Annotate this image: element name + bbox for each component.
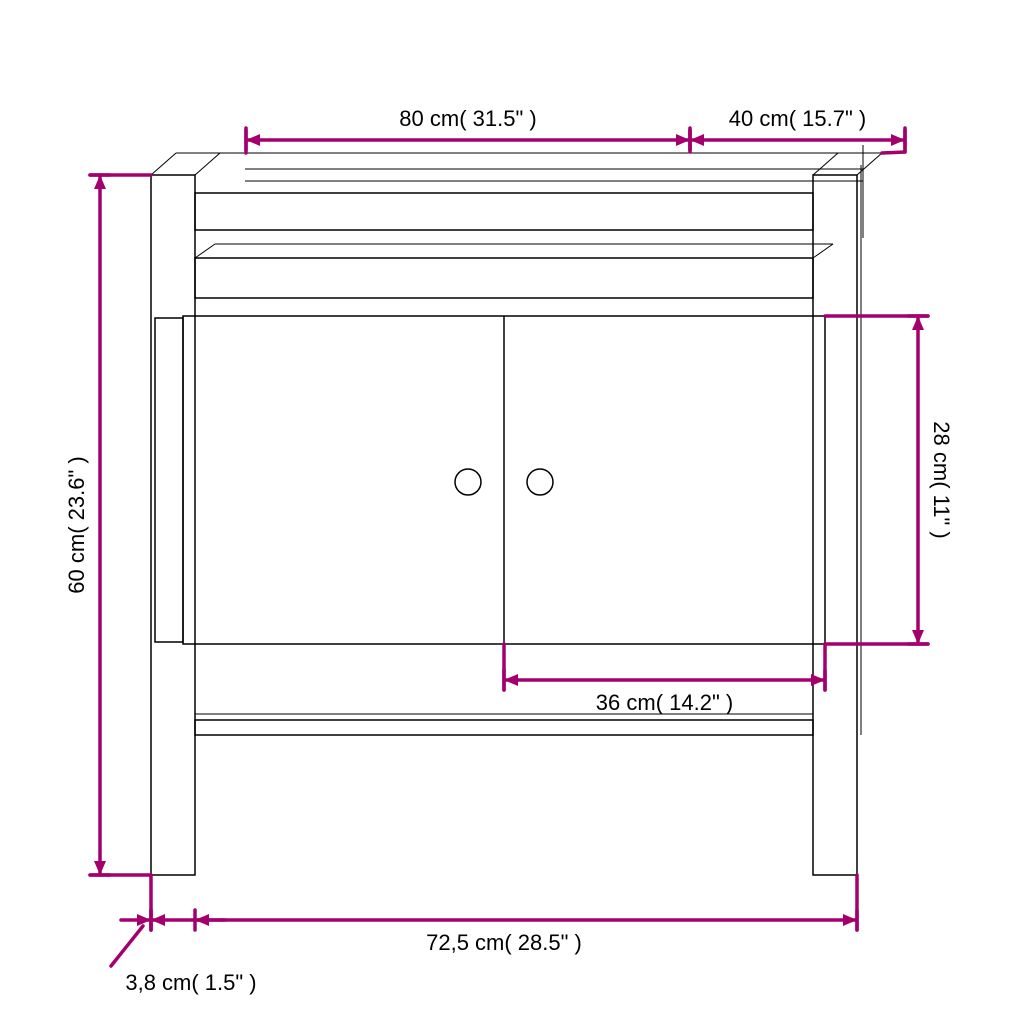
furniture-drawing	[151, 145, 882, 875]
dimension-label: 80 cm( 31.5" )	[399, 106, 536, 131]
dimension-label: 40 cm( 15.7" )	[729, 106, 866, 131]
dimension-label: 3,8 cm( 1.5" )	[125, 970, 256, 995]
dimension-label: 36 cm( 14.2" )	[596, 690, 733, 715]
dimension-label: 60 cm( 23.6" )	[64, 456, 89, 593]
dimension-label: 28 cm( 11" )	[929, 421, 954, 538]
dimension-label: 72,5 cm( 28.5" )	[426, 930, 582, 955]
